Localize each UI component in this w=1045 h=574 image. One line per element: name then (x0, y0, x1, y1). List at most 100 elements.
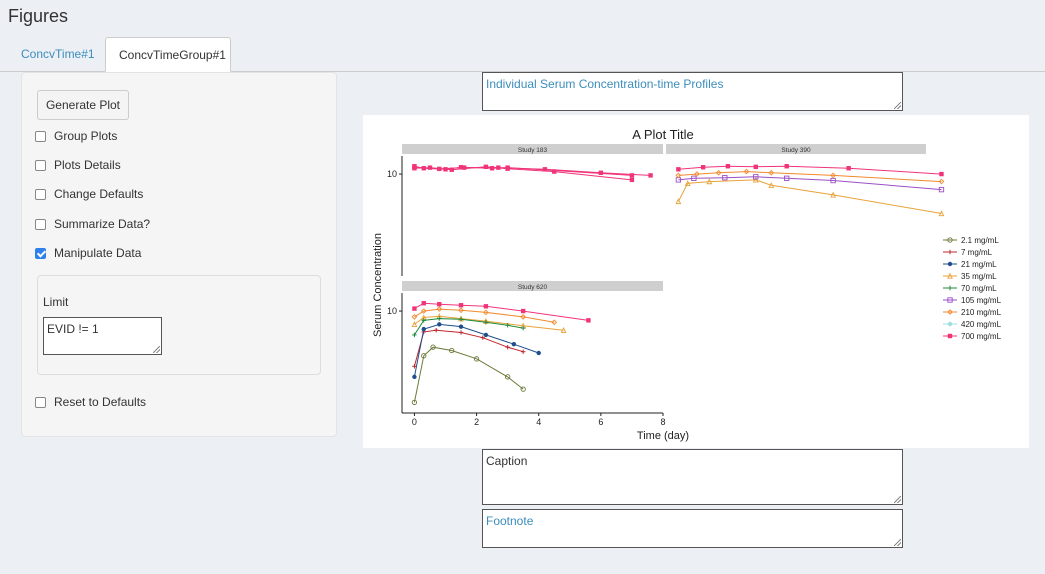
plot-image: A Plot Title Study 183 10 Study 390 Study 62… (363, 115, 1029, 448)
caption-input[interactable]: Caption (482, 449, 903, 505)
legend-label: 210 mg/mL (961, 308, 1002, 317)
data-point (939, 171, 944, 177)
data-point (938, 210, 945, 217)
facet-strip (666, 144, 926, 154)
data-point (520, 308, 526, 314)
manipulate-data-label: Manipulate Data (54, 246, 142, 260)
data-point (458, 307, 464, 314)
data-point (947, 309, 953, 315)
data-point (784, 175, 790, 181)
tab-concvtimegroup-1[interactable]: ConcvTimeGroup#1 (105, 37, 231, 72)
data-point (520, 386, 526, 392)
resize-grip-icon[interactable] (894, 539, 901, 546)
y-tick-label: 10 (387, 169, 397, 179)
generate-plot-button[interactable]: Generate Plot (37, 90, 129, 120)
tab-bar: ConcvTime#1 ConcvTimeGroup#1 (0, 37, 1045, 72)
chart-title: A Plot Title (632, 127, 693, 142)
change-defaults-checkbox[interactable] (35, 188, 46, 200)
manipulate-data-checkbox[interactable] (35, 247, 46, 259)
footnote-value: Footnote (486, 514, 534, 528)
resize-grip-icon[interactable] (153, 346, 160, 353)
data-point (947, 237, 953, 243)
data-point (489, 166, 495, 171)
plots-details-option[interactable]: Plots Details (35, 155, 121, 175)
tab-concvtime-1[interactable]: ConcvTime#1 (21, 47, 95, 61)
limit-subpanel: Limit EVID != 1 (37, 275, 321, 375)
y-tick-label: 10 (387, 306, 397, 316)
data-point (684, 180, 691, 187)
data-point (629, 173, 635, 178)
data-point (830, 191, 837, 198)
data-point (449, 167, 454, 172)
data-point (411, 399, 418, 406)
figure-title-value: Individual Serum Concentration-time Prof… (486, 77, 724, 91)
data-point (753, 164, 758, 170)
data-point (947, 297, 953, 303)
data-point (700, 165, 706, 170)
facet-strip (402, 281, 663, 291)
data-point (768, 182, 775, 188)
series-line (678, 171, 942, 183)
data-point (412, 374, 417, 380)
data-point (947, 272, 953, 279)
data-point (846, 166, 851, 171)
caption-value: Caption (486, 454, 528, 468)
reset-defaults-checkbox[interactable] (35, 396, 46, 408)
facet-label: Study 390 (781, 147, 811, 154)
data-point (722, 175, 728, 181)
data-point (437, 322, 442, 327)
data-point (715, 169, 722, 176)
facet-strip (402, 144, 663, 154)
data-point (676, 167, 681, 172)
page-title: Figures (8, 6, 69, 26)
data-point (947, 261, 953, 267)
resize-grip-icon[interactable] (894, 496, 901, 503)
data-point (830, 177, 836, 184)
data-point (437, 302, 442, 307)
facet-label: Study 183 (518, 147, 548, 154)
resize-grip-icon[interactable] (894, 102, 901, 109)
data-point (458, 324, 464, 329)
x-axis-label: Time (day) (637, 430, 689, 442)
summarize-data-checkbox[interactable] (35, 218, 46, 230)
x-tick-label: 4 (536, 417, 541, 427)
figure-title-input[interactable]: Individual Serum Concentration-time Prof… (482, 72, 903, 111)
legend-label: 700 mg/mL (961, 332, 1002, 341)
data-point (551, 319, 558, 326)
data-point (412, 306, 417, 311)
data-point (536, 350, 541, 356)
data-point (938, 186, 945, 193)
data-point (768, 169, 775, 176)
data-point (458, 303, 464, 308)
data-point (449, 347, 455, 354)
data-point (436, 306, 443, 312)
group-plots-option[interactable]: Group Plots (35, 126, 117, 146)
summarize-data-option[interactable]: Summarize Data? (35, 214, 150, 234)
data-point (752, 176, 759, 183)
group-plots-label: Group Plots (54, 129, 118, 143)
data-point (542, 167, 548, 172)
data-point (437, 166, 442, 172)
data-point (947, 333, 953, 339)
data-point (511, 342, 517, 347)
footnote-input[interactable]: Footnote (482, 509, 903, 548)
data-point (458, 165, 464, 170)
series-line (414, 308, 555, 323)
manipulate-data-option[interactable]: Manipulate Data (35, 243, 141, 263)
data-point (725, 164, 731, 169)
data-point (691, 175, 697, 181)
data-point (420, 308, 427, 314)
data-point (505, 166, 510, 171)
series-line (413, 346, 524, 403)
legend-label: 35 mg/mL (961, 272, 997, 281)
limit-label: Limit (43, 295, 69, 309)
plots-details-checkbox[interactable] (35, 159, 46, 171)
limit-input[interactable]: EVID != 1 (43, 317, 162, 355)
data-point (675, 198, 682, 205)
reset-defaults-option[interactable]: Reset to Defaults (35, 392, 146, 412)
data-point (412, 165, 417, 170)
x-tick-label: 6 (598, 417, 603, 427)
change-defaults-option[interactable]: Change Defaults (35, 184, 143, 204)
data-point (520, 314, 527, 320)
group-plots-checkbox[interactable] (35, 130, 46, 142)
